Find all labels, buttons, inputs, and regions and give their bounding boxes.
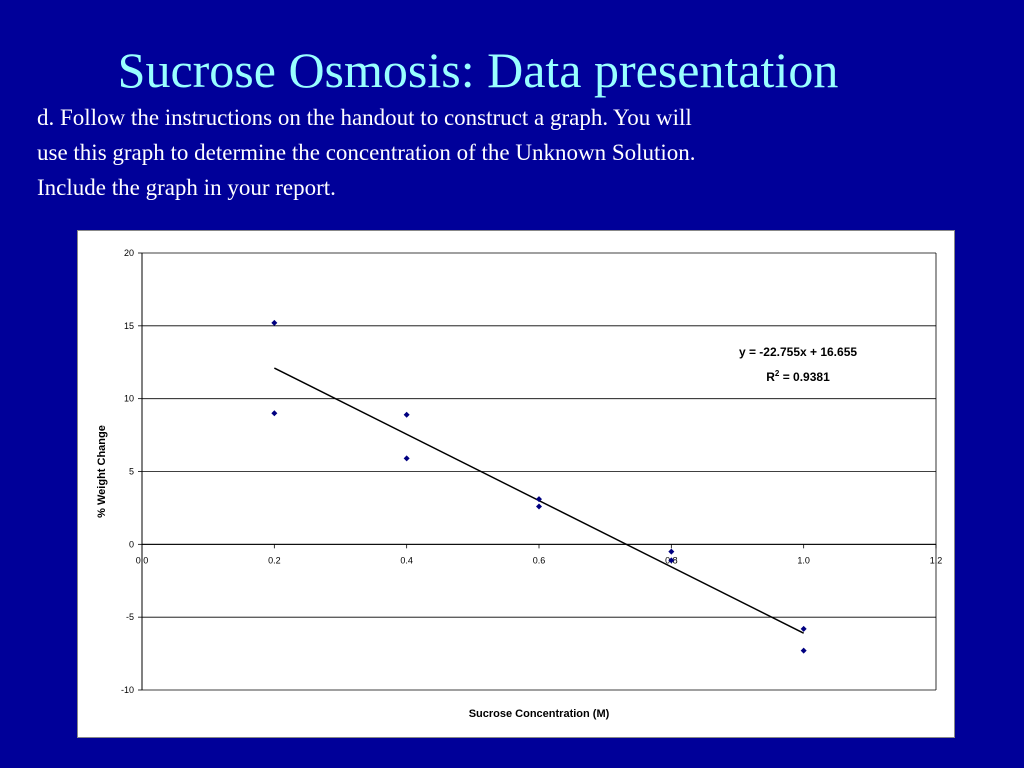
data-point [403,411,410,418]
data-point [800,625,807,632]
x-tick-label: 0.2 [268,555,281,565]
y-tick-label: 5 [129,467,134,477]
gridlines [142,252,936,691]
body-line-3: Include the graph in your report. [37,175,336,200]
data-point [668,548,675,555]
r2-superscript: 2 [775,369,780,378]
x-tick-label: 0.4 [400,555,413,565]
data-points [271,319,807,654]
x-tick-label: 0.0 [136,555,149,565]
body-line-1: d. Follow the instructions on the handou… [37,105,692,130]
x-tick-label: 1.0 [797,555,810,565]
x-axis-title: Sucrose Concentration (M) [469,708,610,720]
data-point [800,647,807,654]
y-tick-label: 15 [124,321,134,331]
r-squared-label: R2 = 0.9381 [766,369,830,384]
data-point [271,410,278,417]
x-tick-label: 0.6 [533,555,546,565]
data-point [536,503,542,510]
slide-body: d. Follow the instructions on the handou… [37,100,937,205]
r2-suffix: = 0.9381 [779,370,830,384]
y-tick-labels: 20 15 10 5 0 -5 -10 [121,248,134,695]
y-tick-label: -5 [126,612,134,622]
slide-title: Sucrose Osmosis: Data presentation [117,42,839,98]
x-tick-label: 1.2 [930,555,943,565]
data-point [668,557,675,564]
y-tick-label: 10 [124,394,134,404]
axes [138,252,937,691]
y-axis-title: % Weight Change [96,425,108,518]
x-tick-labels: 0.00.20.40.60.81.01.2 [136,555,943,565]
y-tick-label: -10 [121,685,134,695]
trendline-equation: y = -22.755x + 16.655 [739,345,857,359]
y-tick-label: 20 [124,248,134,258]
body-line-2: use this graph to determine the concentr… [37,140,696,165]
data-point [271,319,278,326]
data-point [403,455,410,462]
y-tick-label: 0 [129,539,134,549]
r2-prefix: R [766,370,775,384]
data-point [536,496,542,503]
